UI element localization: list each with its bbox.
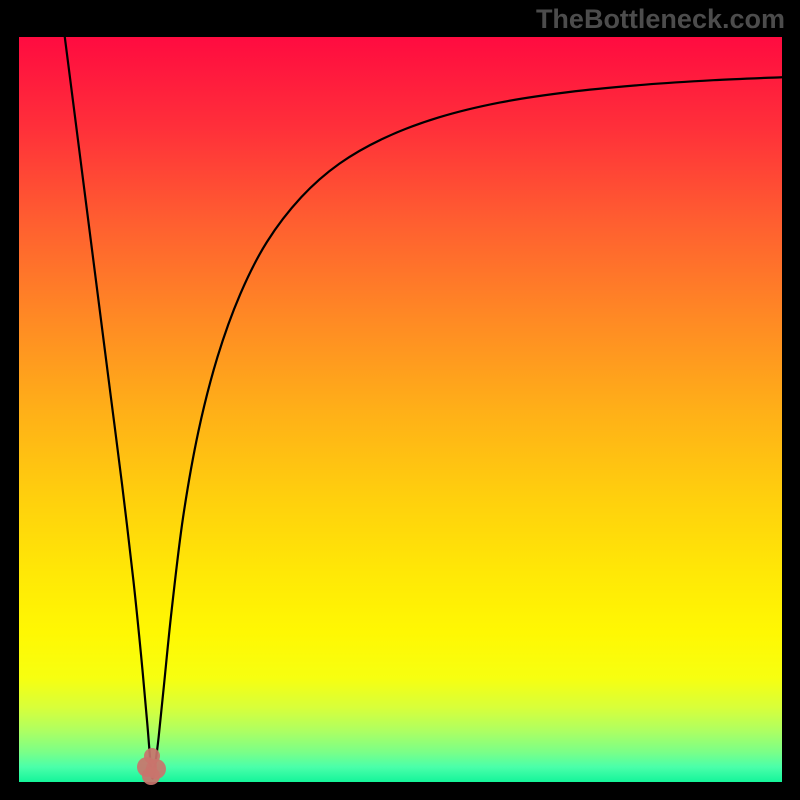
dip-marker-group <box>19 37 782 782</box>
dip-marker-dot <box>144 748 160 764</box>
plot-area <box>19 37 782 782</box>
watermark-text: TheBottleneck.com <box>536 4 785 35</box>
